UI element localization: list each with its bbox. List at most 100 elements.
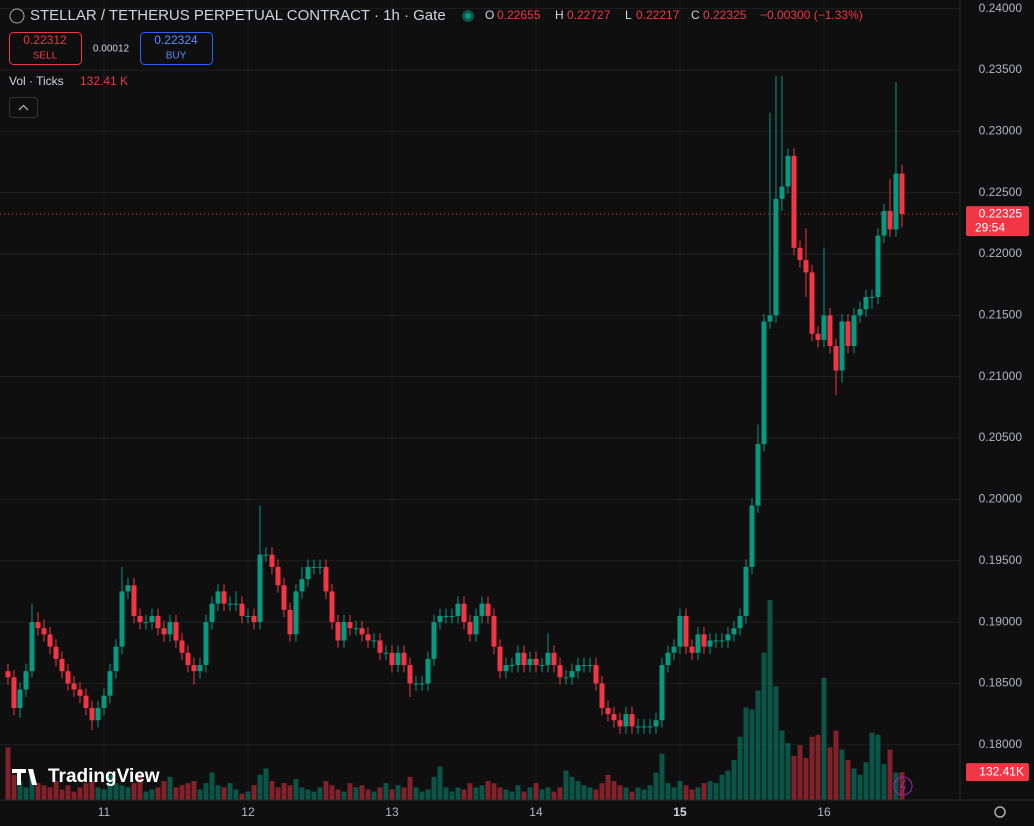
candle-body bbox=[593, 665, 599, 684]
candle-body bbox=[401, 652, 407, 666]
candle-body bbox=[431, 622, 437, 659]
volume-bar bbox=[785, 743, 791, 800]
countdown: 29:54 bbox=[975, 220, 1005, 234]
candle-body bbox=[455, 603, 461, 616]
volume-bar bbox=[125, 787, 131, 800]
candle-body bbox=[383, 652, 389, 654]
candle-body bbox=[527, 658, 533, 666]
candle-body bbox=[515, 652, 521, 666]
volume-bar bbox=[83, 783, 89, 800]
volume-bar bbox=[641, 789, 647, 800]
volume-bar bbox=[71, 791, 77, 800]
candle-body bbox=[395, 652, 401, 666]
volume-bar bbox=[197, 789, 203, 800]
candle-body bbox=[773, 198, 779, 316]
alert-icon[interactable] bbox=[893, 776, 913, 796]
collapse-button[interactable] bbox=[9, 97, 38, 118]
candle-body bbox=[443, 615, 449, 617]
volume-bar bbox=[95, 787, 101, 800]
candle-body bbox=[623, 714, 629, 727]
buy-button[interactable] bbox=[140, 32, 213, 65]
candle-body bbox=[287, 609, 293, 635]
volume-bar bbox=[851, 768, 857, 800]
volume-bar bbox=[887, 749, 893, 800]
volume-indicator-value: 132.41 K bbox=[80, 74, 128, 88]
candle-body bbox=[887, 211, 893, 230]
volume-bar bbox=[611, 781, 617, 800]
candle-body bbox=[797, 247, 803, 261]
volume-bar bbox=[287, 785, 293, 800]
volume-bar bbox=[593, 789, 599, 800]
alert-bolt bbox=[900, 779, 906, 794]
candle-body bbox=[545, 652, 551, 666]
candle-body bbox=[485, 603, 491, 616]
candle-body bbox=[83, 695, 89, 708]
y-tick-label: 0.23000 bbox=[979, 123, 1023, 137]
volume-bar bbox=[761, 652, 767, 800]
candle-body bbox=[785, 155, 791, 187]
ohlc-label: C bbox=[691, 8, 700, 22]
candle-body bbox=[215, 591, 221, 604]
volume-bar bbox=[791, 755, 797, 800]
volume-bar bbox=[191, 781, 197, 800]
candle-body bbox=[191, 665, 197, 672]
volume-bar bbox=[857, 774, 863, 800]
volume-bar bbox=[695, 787, 701, 800]
candle-body bbox=[347, 622, 353, 629]
logo-icon bbox=[12, 769, 37, 785]
candle-body bbox=[353, 628, 359, 630]
volume-bar bbox=[521, 791, 527, 800]
candle-body bbox=[461, 603, 467, 623]
candle-body bbox=[419, 683, 425, 685]
candle-body bbox=[539, 665, 545, 667]
volume-bar bbox=[689, 789, 695, 800]
candle-body bbox=[761, 321, 767, 445]
candle-body bbox=[809, 272, 815, 334]
candle-body bbox=[167, 622, 173, 635]
candle-body bbox=[725, 634, 731, 641]
volume-bar bbox=[419, 791, 425, 800]
candle-body bbox=[317, 566, 323, 568]
candle-body bbox=[41, 628, 47, 635]
volume-bar bbox=[491, 783, 497, 800]
volume-bar bbox=[89, 781, 95, 800]
candle-body bbox=[257, 554, 263, 623]
volume-bar bbox=[713, 783, 719, 800]
volume-badge-label: 132.41K bbox=[979, 764, 1024, 778]
volume-bar bbox=[401, 787, 407, 800]
candle-body bbox=[251, 615, 257, 623]
volume-bar bbox=[449, 791, 455, 800]
settings-icon[interactable] bbox=[994, 806, 1006, 818]
candle-body bbox=[683, 615, 689, 647]
candle-body bbox=[731, 628, 737, 635]
volume-bar bbox=[467, 783, 473, 800]
volume-bar bbox=[113, 783, 119, 800]
candle-body bbox=[473, 615, 479, 635]
volume-bar bbox=[329, 785, 335, 800]
candle-body bbox=[203, 622, 209, 666]
sell-button[interactable] bbox=[9, 32, 82, 65]
volume-bar bbox=[341, 791, 347, 800]
candle-body bbox=[509, 665, 515, 667]
candle-body bbox=[845, 321, 851, 347]
volume-bar bbox=[677, 781, 683, 800]
candle-body bbox=[275, 566, 281, 586]
volume-bar bbox=[371, 791, 377, 800]
volume-bar bbox=[731, 760, 737, 800]
volume-bar bbox=[767, 600, 773, 800]
y-tick-label: 0.20000 bbox=[979, 492, 1023, 506]
volume-bar bbox=[581, 785, 587, 800]
y-tick-label: 0.18500 bbox=[979, 676, 1023, 690]
x-tick-label: 11 bbox=[98, 805, 111, 819]
candle-body bbox=[335, 622, 341, 641]
candle-body bbox=[599, 683, 605, 708]
y-tick-label: 0.22500 bbox=[979, 185, 1023, 199]
last-price-badge bbox=[966, 206, 1029, 237]
volume-bar bbox=[119, 785, 125, 800]
volume-bar bbox=[23, 787, 29, 800]
candle-body bbox=[521, 652, 527, 666]
candle-body bbox=[329, 591, 335, 623]
volume-bar bbox=[443, 787, 449, 800]
candle-body bbox=[563, 677, 569, 679]
